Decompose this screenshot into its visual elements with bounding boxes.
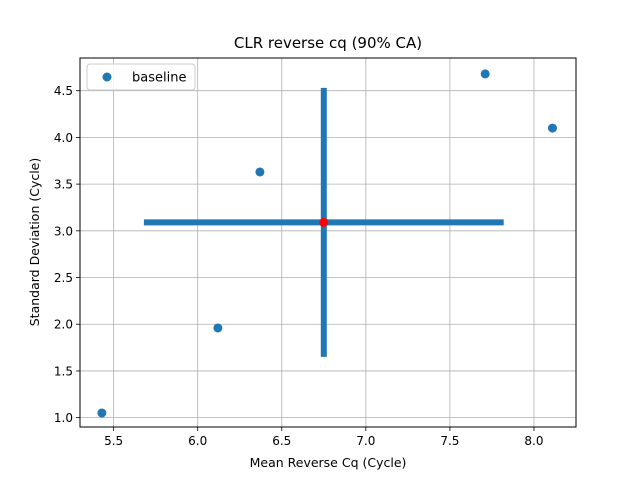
data-point <box>255 167 265 177</box>
x-tick-label: 7.0 <box>356 434 375 448</box>
data-point <box>97 408 107 418</box>
y-tick-label: 2.5 <box>54 271 73 285</box>
x-tick-label: 6.5 <box>272 434 291 448</box>
data-points <box>97 69 557 418</box>
data-point <box>547 123 557 133</box>
y-tick-label: 3.0 <box>54 224 73 238</box>
data-point <box>480 69 490 79</box>
x-tick-label: 5.5 <box>104 434 123 448</box>
x-tick-label: 6.0 <box>188 434 207 448</box>
legend-marker <box>102 72 112 82</box>
grid <box>80 58 576 427</box>
y-tick-label: 4.0 <box>54 131 73 145</box>
axis-ticks: 5.5 6.0 6.5 7.0 7.5 8.0 1.0 1.5 2.0 2.5 3.0 3.5 4.0 4… <box>54 84 544 448</box>
y-tick-label: 1.0 <box>54 411 73 425</box>
x-axis-label: Mean Reverse Cq (Cycle) <box>250 455 407 470</box>
plot-area-frame <box>79 57 577 428</box>
data-point <box>213 323 223 333</box>
center-point <box>319 217 329 227</box>
legend-label-baseline: baseline <box>132 71 186 86</box>
y-tick-label: 4.5 <box>54 84 73 98</box>
legend: baseline <box>86 63 196 91</box>
legend-box <box>86 63 196 91</box>
x-tick-label: 7.5 <box>440 434 459 448</box>
y-tick-label: 3.5 <box>54 178 73 192</box>
x-tick-label: 8.0 <box>524 434 543 448</box>
y-tick-label: 2.0 <box>54 318 73 332</box>
y-axis-label: Standard Deviation (Cycle) <box>27 158 42 327</box>
y-tick-label: 1.5 <box>54 364 73 378</box>
chart-title: CLR reverse cq (90% CA) <box>234 34 422 52</box>
